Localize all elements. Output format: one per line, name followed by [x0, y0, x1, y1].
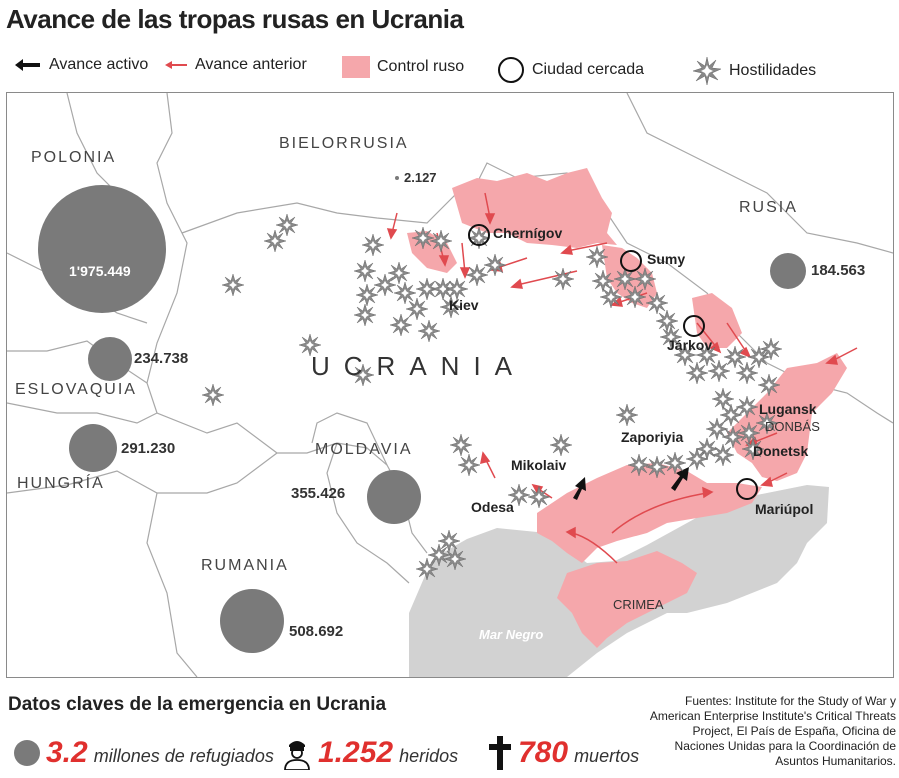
label-black-sea: Mar Negro	[479, 627, 544, 642]
refugees-romania: 508.692	[289, 623, 344, 640]
legend-russian-control: Control ruso	[342, 56, 464, 78]
wounded-total-label: heridos	[399, 746, 459, 766]
refugees-belarus: 2.127	[404, 170, 437, 185]
city-mariupol: Mariúpol	[755, 501, 814, 517]
pink-swatch-icon	[342, 56, 370, 78]
black-arrow-icon	[15, 59, 40, 71]
legend-previous-advance-label: Avance anterior	[195, 56, 307, 73]
legend-previous-advance: Avance anterior	[164, 56, 307, 74]
cross-icon	[489, 736, 511, 770]
deaths-total: 780	[518, 736, 569, 769]
wounded-person-icon	[284, 741, 310, 770]
refugees-total: 3.2	[46, 736, 88, 769]
refugees-moldova: 355.426	[291, 485, 346, 502]
city-zaporiyia: Zaporiyia	[621, 429, 684, 445]
sources: Fuentes: Institute for the Study of War …	[649, 694, 896, 768]
city-lugansk: Lugansk	[759, 401, 817, 417]
refugees-poland: 1'975.449	[69, 263, 131, 279]
refugees-hungary: 291.230	[121, 440, 176, 457]
red-arrow-icon	[165, 61, 187, 69]
legend: Avance activo Avance anterior Control ru…	[0, 52, 899, 86]
refugees-russia: 184.563	[811, 262, 866, 279]
city-jarkov: Járkov	[667, 337, 713, 353]
legend-hostilities-label: Hostilidades	[729, 62, 817, 79]
gray-circle-icon	[14, 740, 40, 766]
legend-active-advance: Avance activo	[14, 56, 148, 74]
label-belarus: BIELORRUSIA	[279, 135, 409, 152]
page-title: Avance de las tropas rusas en Ucrania	[6, 4, 464, 34]
legend-besieged-city-label: Ciudad cercada	[532, 61, 645, 78]
circle-icon	[498, 57, 524, 83]
label-hungary: HUNGRÍA	[17, 475, 105, 492]
label-crimea: CRIMEA	[613, 597, 664, 612]
label-russia: RUSIA	[739, 199, 798, 216]
label-slovakia: ESLOVAQUIA	[15, 381, 137, 398]
city-mikolaiv: Mikolaiv	[511, 457, 567, 473]
refugees-total-label: millones de refugiados	[93, 746, 274, 766]
map: POLONIA BIELORRUSIA RUSIA ESLOVAQUIA HUN…	[6, 92, 894, 678]
wounded-total: 1.252	[318, 736, 394, 769]
deaths-total-label: muertos	[574, 746, 640, 766]
active-advance-arrows	[573, 467, 689, 500]
label-donbas: DONBÁS	[765, 419, 820, 434]
russian-control-areas	[407, 168, 847, 648]
label-moldova: MOLDAVIA	[315, 441, 413, 458]
label-poland: POLONIA	[31, 149, 117, 166]
legend-russian-control-label: Control ruso	[377, 58, 465, 75]
key-fact-deaths: 780 muertos	[488, 736, 639, 770]
map-svg	[7, 93, 893, 677]
refugees-slovakia: 234.738	[134, 350, 189, 367]
city-kiev: Kiev	[449, 297, 479, 313]
label-ukraine: UCRANIA	[311, 351, 527, 381]
country-borders	[7, 93, 893, 677]
legend-besieged-city: Ciudad cercada	[497, 56, 644, 84]
label-romania: RUMANIA	[201, 557, 289, 574]
starburst-icon	[692, 56, 722, 86]
refugee-bubbles	[38, 176, 806, 653]
key-fact-refugees: 3.2 millones de refugiados	[14, 736, 274, 770]
key-facts-title: Datos claves de la emergencia en Ucrania	[8, 694, 387, 715]
besieged-circles	[468, 224, 758, 500]
city-donetsk: Donetsk	[753, 443, 809, 459]
city-chernigov: Chernígov	[493, 225, 563, 241]
key-fact-wounded: 1.252 heridos	[282, 736, 458, 770]
city-sumy: Sumy	[647, 251, 686, 267]
legend-hostilities: Hostilidades	[692, 56, 816, 86]
legend-active-advance-label: Avance activo	[49, 56, 149, 73]
city-odesa: Odesa	[471, 499, 514, 515]
